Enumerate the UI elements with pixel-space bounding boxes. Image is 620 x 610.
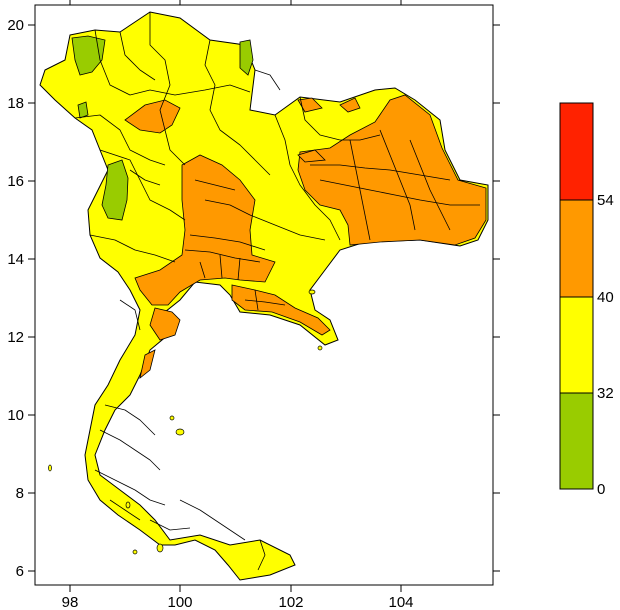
- y-tick-label: 16: [7, 173, 24, 190]
- legend-label: 0: [597, 481, 605, 498]
- region-orange-isthmus: [139, 349, 156, 380]
- region-orange-north-small2: [339, 97, 361, 113]
- islands: [48, 289, 323, 555]
- x-tick-label: 100: [167, 594, 192, 610]
- province-boundaries: [74, 12, 480, 571]
- legend-label: 40: [597, 289, 614, 306]
- region-green-north: [71, 35, 106, 76]
- region-orange-central: [134, 154, 276, 306]
- region-green-west: [101, 159, 129, 221]
- y-tick-label: 8: [16, 485, 24, 502]
- y-tick-label: 18: [7, 95, 24, 112]
- y-tick-label: 6: [16, 563, 24, 580]
- region-green-northeast-strip: [239, 39, 254, 76]
- legend-bin-red: [559, 102, 594, 201]
- legend-colorbar: [559, 102, 594, 490]
- x-tick-label: 104: [388, 594, 413, 610]
- x-axis: [69, 0, 402, 592]
- x-tick-label: 102: [278, 594, 303, 610]
- region-green-west-small: [77, 101, 89, 119]
- region-orange-central-pocket: [297, 149, 326, 163]
- x-tick-label: 98: [62, 594, 79, 610]
- region-orange-west-strip: [149, 307, 181, 341]
- y-tick-label: 14: [7, 251, 24, 268]
- y-axis: [28, 24, 500, 572]
- legend-bin-orange: [559, 199, 594, 298]
- y-tick-label: 20: [7, 17, 24, 34]
- y-tick-label: 10: [7, 407, 24, 424]
- legend-bin-yellow: [559, 296, 594, 394]
- legend-bin-green: [559, 392, 594, 490]
- legend-label: 32: [597, 385, 614, 402]
- region-orange-north-patch: [124, 99, 181, 134]
- y-tick-label: 12: [7, 329, 24, 346]
- legend-label: 54: [597, 192, 614, 209]
